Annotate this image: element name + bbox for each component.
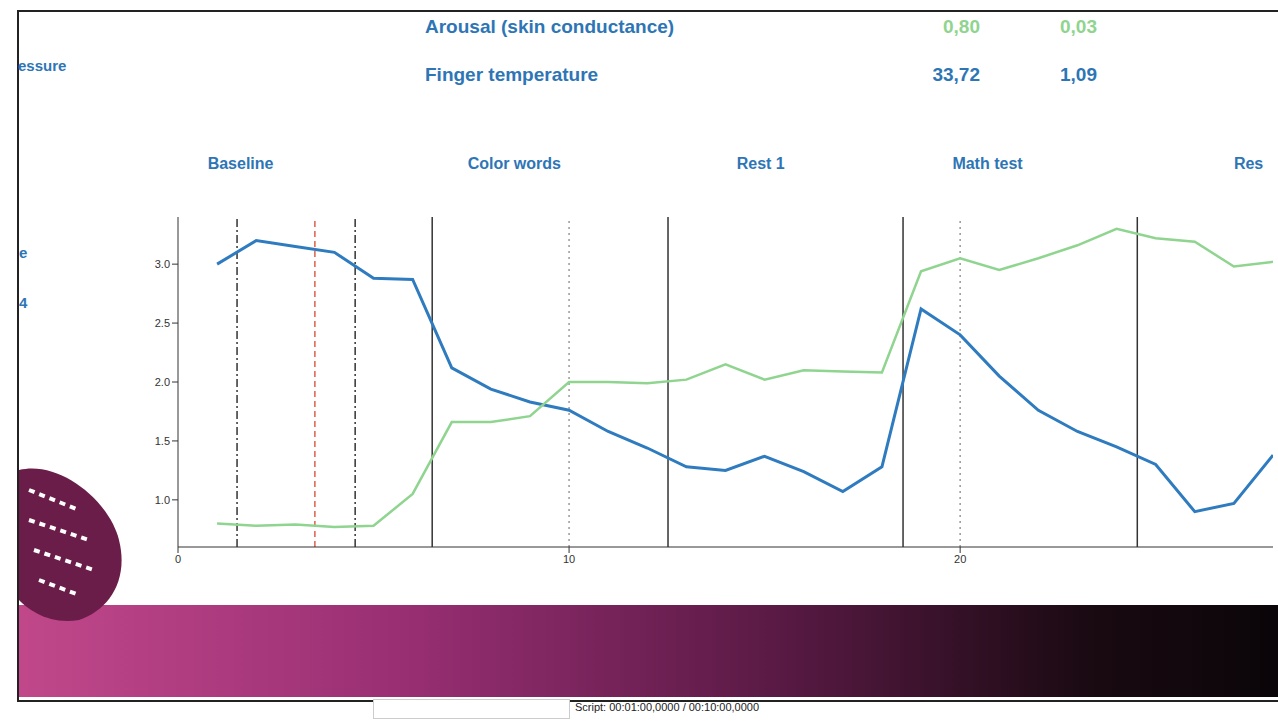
html-text:Script: 00:01:00,0000 / 00:10:: Script: 00:01:00,0000 / 00:10:00,0000 [575,701,760,713]
svg-text:2.5: 2.5 [155,317,170,329]
html-text:Res: Res [1233,155,1264,172]
html-text:Color words: Color words [467,155,561,172]
html-text:0,03: 0,03 [1060,16,1097,37]
html-text:4: 4 [19,294,28,311]
html-text:essure: essure [18,57,67,74]
html-text:Finger temperature: Finger temperature [425,64,599,85]
svg-text:0: 0 [175,553,181,565]
svg-text:1.0: 1.0 [155,494,170,506]
html-text:0,80: 0,80 [943,16,980,37]
html-text:1,09: 1,09 [1060,64,1097,85]
html-text:Math test: Math test [952,155,1023,172]
html-text:Rest 1: Rest 1 [736,155,785,172]
svg-text:10: 10 [563,553,575,565]
svg-text:2.0: 2.0 [155,376,170,388]
html-text:e: e [19,244,28,261]
svg-text:3.0: 3.0 [155,258,170,270]
svg-text:20: 20 [954,553,966,565]
svg-text:1.5: 1.5 [155,435,170,447]
html-text:Arousal (skin conductance): Arousal (skin conductance) [425,16,675,37]
html-text:Baseline: Baseline [207,155,274,172]
html-text:33,72: 33,72 [932,64,980,85]
